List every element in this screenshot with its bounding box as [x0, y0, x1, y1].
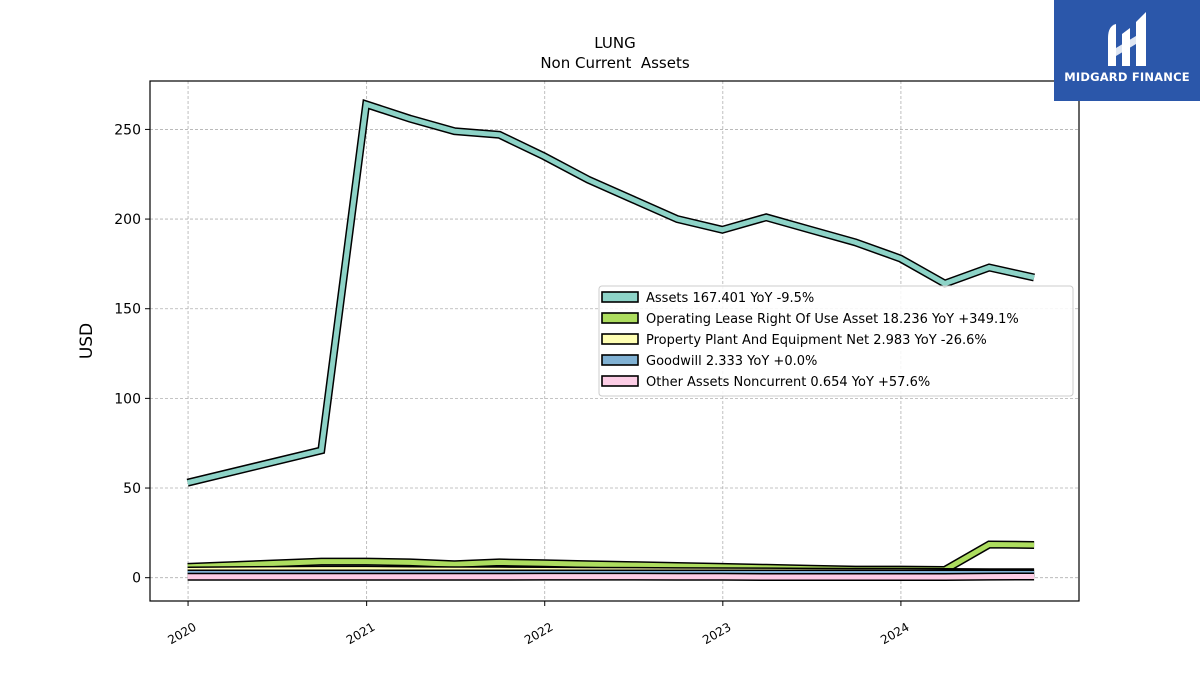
y-tick-label: 150 [114, 302, 141, 318]
legend-swatch-2 [601, 333, 639, 345]
series-line-0 [187, 100, 1035, 486]
y-tick-label: 200 [114, 212, 141, 228]
legend: Assets 167.401 YoY -9.5% Operating Lease … [598, 285, 1074, 397]
legend-label-1: Operating Lease Right Of Use Asset 18.23… [646, 312, 1019, 327]
x-tick-label: 2022 [522, 620, 555, 647]
x-axis: 2020 2021 2022 2023 2024 [165, 601, 912, 647]
x-tick-label: 2024 [878, 620, 911, 647]
y-tick-label: 100 [114, 391, 141, 407]
legend-label-0: Assets 167.401 YoY -9.5% [646, 291, 814, 306]
legend-swatch-1 [601, 312, 639, 324]
x-tick-label: 2023 [700, 620, 733, 647]
legend-box [598, 285, 1074, 397]
x-tick-label: 2021 [344, 620, 377, 647]
legend-label-4: Other Assets Noncurrent 0.654 YoY +57.6% [646, 375, 930, 390]
legend-label-2: Property Plant And Equipment Net 2.983 Y… [646, 333, 987, 348]
legend-swatch-3 [601, 354, 639, 366]
y-axis: 0 50 100 150 200 250 [114, 122, 150, 587]
series-group [186, 98, 1035, 581]
midgard-logo-icon [1108, 12, 1146, 66]
legend-swatch-4 [601, 375, 639, 387]
legend-swatch-0 [601, 291, 639, 303]
chart-title: LUNG [594, 34, 635, 52]
legend-label-3: Goodwill 2.333 YoY +0.0% [646, 354, 817, 369]
brand-name: MIDGARD FINANCE [1064, 70, 1190, 84]
chart-subtitle: Non Current Assets [540, 54, 690, 72]
plot-frame [149, 80, 1080, 602]
y-tick-label: 0 [132, 571, 141, 587]
y-tick-label: 250 [114, 122, 141, 138]
y-axis-label: USD [77, 323, 97, 359]
series-line-4 [187, 574, 1035, 580]
y-tick-label: 50 [123, 481, 141, 497]
brand-logo: MIDGARD FINANCE [1054, 0, 1200, 101]
x-tick-label: 2020 [165, 620, 198, 647]
